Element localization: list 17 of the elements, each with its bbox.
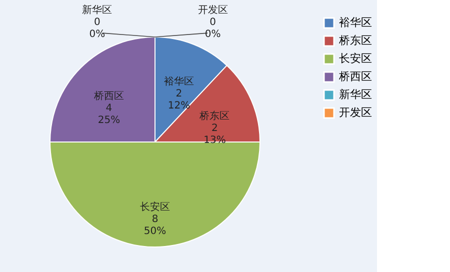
legend-label: 新华区	[339, 88, 372, 101]
legend-label: 桥东区	[338, 34, 372, 47]
text: 0 0%	[204, 17, 221, 40]
legend-label: 长安区	[339, 52, 372, 65]
legend-label: 开发区	[339, 106, 372, 119]
category-label: 开发区	[198, 5, 228, 16]
text: 0 0%	[89, 17, 106, 40]
data-label: 4 25%	[98, 102, 120, 126]
data-label: 8 50%	[144, 214, 166, 238]
category-label: 新华区	[82, 5, 112, 16]
slice-label: 桥西区	[92, 90, 124, 102]
data-label: 2 12%	[168, 88, 190, 112]
slice-label: 桥东区	[198, 110, 230, 122]
legend-label: 裕华区	[339, 16, 372, 29]
legend-label: 桥西区	[338, 70, 372, 83]
slice-label: 长安区	[140, 201, 170, 214]
slice-label: 裕华区	[164, 75, 194, 88]
